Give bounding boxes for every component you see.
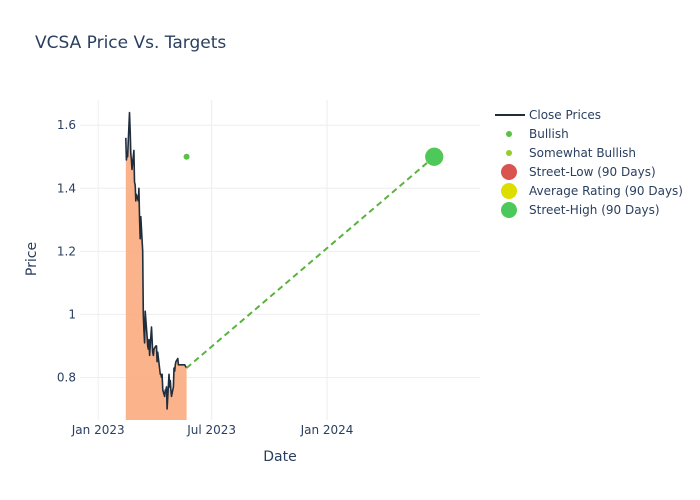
legend[interactable]: Close Prices Bullish Somewhat Bullish Stree… <box>495 108 683 218</box>
x-axis-title: Date <box>263 449 296 465</box>
legend-label: Street-High (90 Days) <box>529 203 660 217</box>
area-layer <box>125 112 187 420</box>
y-tick-label: 1.6 <box>57 118 76 132</box>
legend-label: Somewhat Bullish <box>529 146 636 160</box>
x-tick-label: Jul 2023 <box>186 423 236 437</box>
tick-layer: 0.8 1 1.2 1.4 1.6 Jan 2023 Jul 2023 Jan 2024 <box>57 118 354 437</box>
grid-layer <box>80 100 480 420</box>
legend-label: Street-Low (90 Days) <box>529 165 656 179</box>
legend-swatch-marker <box>501 164 517 180</box>
bullish-marker <box>183 153 190 160</box>
y-axis-title: Price <box>24 242 40 276</box>
target-line <box>185 155 435 369</box>
legend-swatch-marker <box>501 202 517 218</box>
close-price-line <box>125 111 188 410</box>
legend-swatch-marker <box>506 150 512 156</box>
legend-label: Bullish <box>529 127 569 141</box>
legend-item-close-prices[interactable]: Close Prices <box>495 108 601 122</box>
legend-item-somewhat-bullish[interactable]: Somewhat Bullish <box>506 146 636 160</box>
legend-item-street-low-90-days[interactable]: Street-Low (90 Days) <box>501 164 656 180</box>
x-tick-label: Jan 2023 <box>71 423 125 437</box>
close-price-area <box>125 112 187 420</box>
marker-layer <box>183 147 444 166</box>
legend-swatch-marker <box>501 183 517 199</box>
y-tick-label: 0.8 <box>57 370 76 384</box>
legend-item-average-rating-90-days[interactable]: Average Rating (90 Days) <box>501 183 683 199</box>
legend-label: Close Prices <box>529 108 601 122</box>
y-tick-label: 1.2 <box>57 244 76 258</box>
chart-title: VCSA Price Vs. Targets <box>35 33 227 53</box>
x-tick-label: Jan 2024 <box>300 423 354 437</box>
y-tick-label: 1.4 <box>57 181 76 195</box>
legend-item-bullish[interactable]: Bullish <box>506 127 569 141</box>
street-high-90-days-marker <box>425 147 444 166</box>
legend-label: Average Rating (90 Days) <box>529 184 683 198</box>
line-layer <box>125 111 435 410</box>
legend-item-street-high-90-days[interactable]: Street-High (90 Days) <box>501 202 660 218</box>
legend-swatch-marker <box>506 131 512 137</box>
y-tick-label: 1 <box>68 307 76 321</box>
